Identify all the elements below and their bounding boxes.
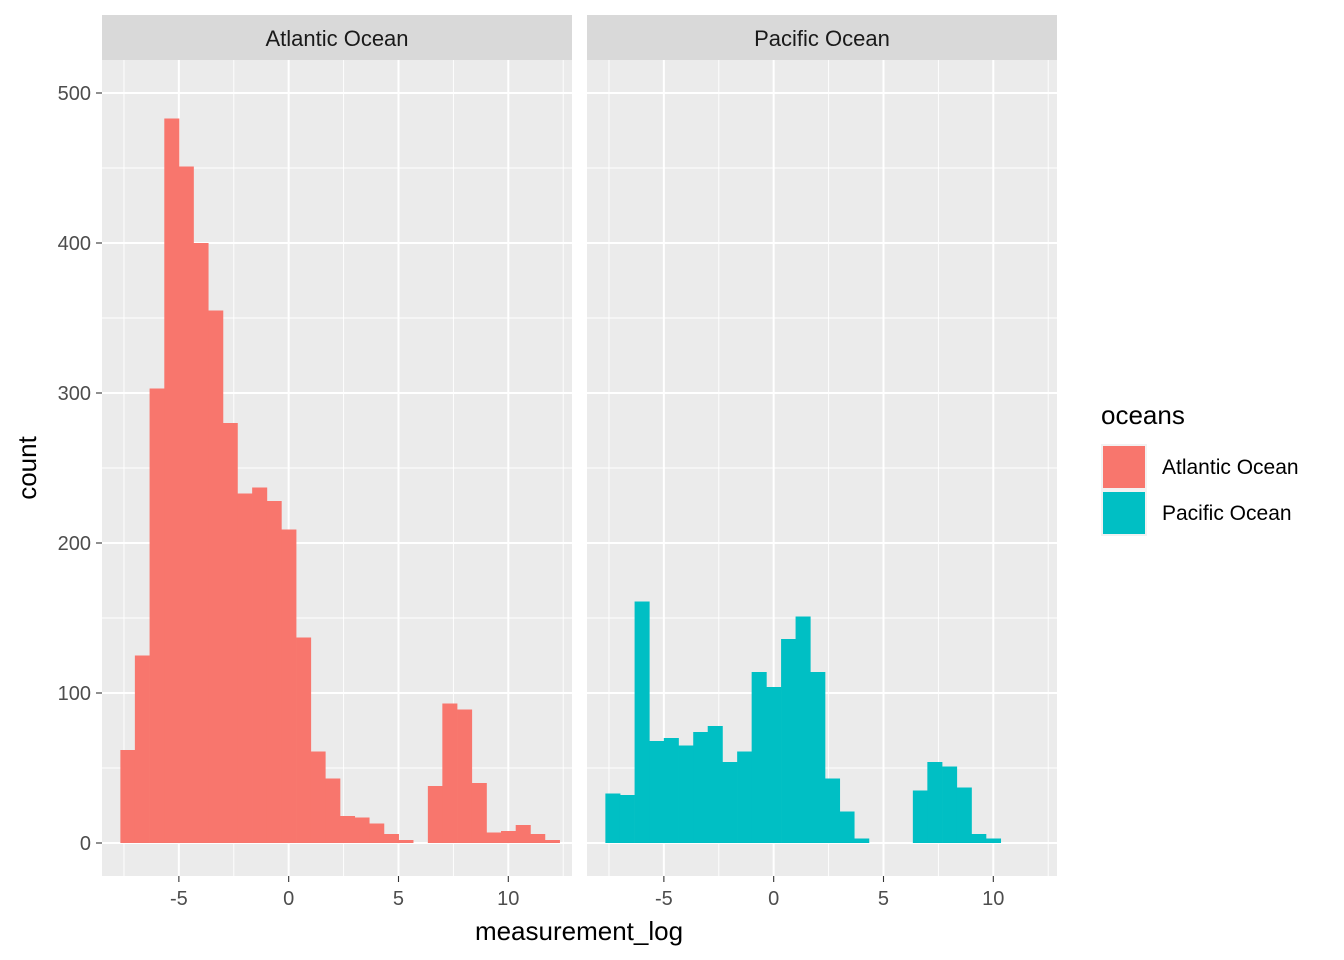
histogram-bar <box>515 825 531 843</box>
histogram-bar <box>178 166 194 843</box>
histogram-bar <box>149 388 165 843</box>
x-tick-label: 5 <box>878 888 889 910</box>
histogram-bar <box>325 778 341 843</box>
histogram-bar <box>678 745 694 843</box>
histogram-bar <box>751 672 767 843</box>
histogram-bar <box>486 832 502 843</box>
histogram-bar <box>237 493 253 843</box>
histogram-bar <box>854 838 870 843</box>
y-tick-label: 200 <box>58 533 91 555</box>
histogram-bar <box>296 637 312 843</box>
histogram-bar <box>649 741 665 843</box>
histogram-bar <box>605 793 621 843</box>
facet-strip <box>587 15 1057 60</box>
x-tick-label: 10 <box>982 888 1004 910</box>
histogram-bar <box>825 778 841 843</box>
histogram-bar <box>164 118 180 843</box>
histogram-bar <box>707 726 723 843</box>
histogram-bar <box>619 795 635 843</box>
histogram-bar <box>795 616 811 843</box>
histogram-bar <box>781 639 797 843</box>
x-tick-label: 0 <box>283 888 294 910</box>
histogram-bar <box>354 817 370 843</box>
facet-panel: Atlantic Ocean -5 0 5 10 <box>102 15 572 910</box>
histogram-bar <box>193 243 209 843</box>
facet-panel: Pacific Ocean -5 0 5 10 <box>587 15 1057 910</box>
histogram-bar <box>663 738 679 843</box>
y-tick-label: 100 <box>58 683 91 705</box>
histogram-bar <box>912 790 928 843</box>
legend-title: oceans <box>1101 400 1185 430</box>
histogram-bar <box>634 601 650 843</box>
histogram-bar <box>942 766 958 843</box>
y-axis: 0 100 200 300 400 500 <box>58 83 102 855</box>
histogram-bar <box>544 840 560 843</box>
y-tick-label: 400 <box>58 233 91 255</box>
histogram-bar <box>971 834 987 843</box>
histogram-bar <box>222 423 238 843</box>
histogram-bar <box>839 811 855 843</box>
histogram-bar <box>457 709 473 843</box>
histogram-bar <box>722 762 738 843</box>
histogram-bar <box>500 831 517 843</box>
histogram-bar <box>383 834 399 843</box>
histogram-bar <box>310 751 326 843</box>
y-tick-label: 0 <box>80 833 91 855</box>
histogram-bar <box>956 787 972 843</box>
y-tick-label: 300 <box>58 383 91 405</box>
histogram-bar <box>340 816 356 843</box>
histogram-bar <box>530 834 546 843</box>
x-tick-label: -5 <box>170 888 188 910</box>
legend-key-swatch <box>1103 492 1145 534</box>
histogram-bar <box>398 840 414 843</box>
facet-strip <box>102 15 572 60</box>
legend-key-swatch <box>1103 446 1145 488</box>
histogram-bar <box>266 501 282 843</box>
x-tick-label: -5 <box>655 888 673 910</box>
x-axis-title: measurement_log <box>475 916 683 946</box>
facet-strip-label: Pacific Ocean <box>754 26 890 51</box>
histogram-bar <box>427 786 443 843</box>
histogram-bar <box>134 655 150 843</box>
x-tick-label: 10 <box>497 888 519 910</box>
histogram-bar <box>120 750 136 843</box>
x-tick-label: 5 <box>393 888 404 910</box>
facet-panels: Atlantic Ocean -5 0 5 10 Pacific Ocean -5 0 5 10 <box>102 15 1057 910</box>
histogram-bar <box>985 838 1002 843</box>
histogram-bar <box>281 529 297 843</box>
histogram-bar <box>810 672 826 843</box>
legend-entry-label: Atlantic Ocean <box>1162 456 1299 479</box>
histogram-bar <box>471 783 487 843</box>
facet-strip-label: Atlantic Ocean <box>265 26 408 51</box>
y-axis-title: count <box>12 435 42 499</box>
legend: oceans Atlantic Ocean Pacific Ocean <box>1101 400 1299 536</box>
legend-entry-label: Pacific Ocean <box>1162 502 1292 525</box>
histogram-bar <box>252 487 268 843</box>
histogram-bar <box>369 823 385 843</box>
histogram-bar <box>737 751 753 843</box>
histogram-bar <box>208 310 224 843</box>
histogram-bar <box>927 762 943 843</box>
histogram-bar <box>693 732 709 843</box>
histogram-bar <box>442 703 458 843</box>
histogram-bar <box>766 687 782 843</box>
x-tick-label: 0 <box>768 888 779 910</box>
y-tick-label: 500 <box>58 83 91 105</box>
